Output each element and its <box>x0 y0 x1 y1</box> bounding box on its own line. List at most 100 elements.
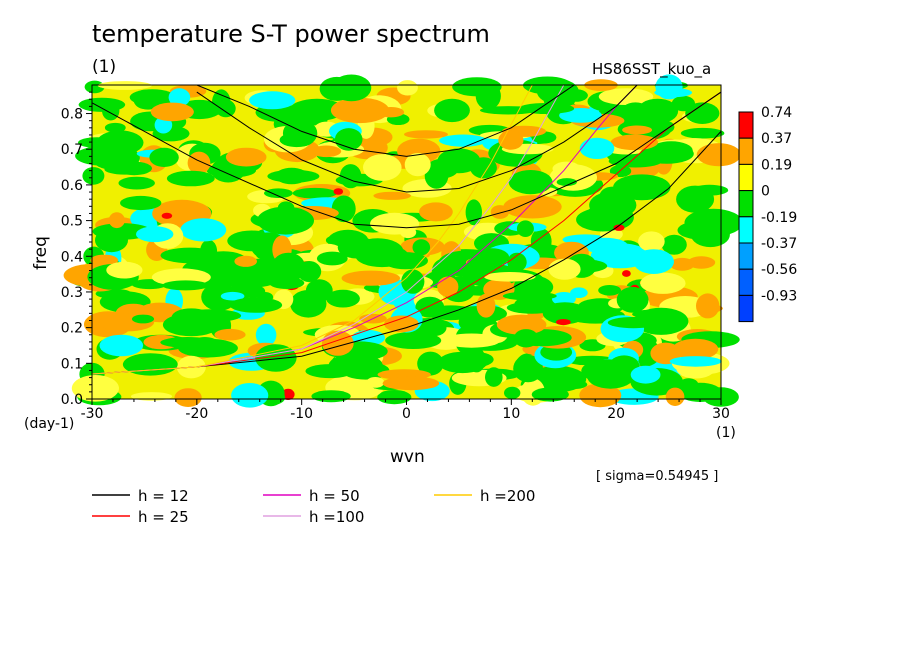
field-patch <box>640 272 686 294</box>
field-patch <box>502 291 557 301</box>
field-patch <box>269 277 305 289</box>
field-patch <box>366 377 385 388</box>
x-tick-label: -10 <box>290 406 313 422</box>
field-patch <box>507 252 527 272</box>
field-patch <box>622 125 653 135</box>
colorbar-swatch <box>738 190 754 218</box>
field-patch <box>649 141 693 160</box>
field-patch <box>133 89 158 110</box>
y-tick-label: 0.5 <box>61 214 83 230</box>
field-patch <box>331 74 372 102</box>
field-texture <box>63 74 743 408</box>
field-patch <box>161 212 173 219</box>
field-patch <box>475 82 501 110</box>
field-patch <box>424 163 449 189</box>
field-patch <box>696 293 720 319</box>
field-patch <box>150 102 194 122</box>
x-tick-label: 0 <box>402 406 411 422</box>
field-patch <box>661 234 687 255</box>
legend-label: h =100 <box>309 508 364 526</box>
y-tick-label: 0.1 <box>61 356 83 372</box>
field-patch <box>531 387 569 402</box>
field-patch <box>638 231 665 252</box>
dispersion-curves <box>92 85 721 375</box>
field-patch <box>669 257 695 271</box>
field-patch <box>476 293 496 318</box>
field-patch <box>333 188 344 195</box>
field-patch <box>267 169 320 183</box>
field-patch <box>82 167 105 185</box>
x-tick-label: 20 <box>607 406 625 422</box>
field-patch <box>607 317 660 329</box>
field-patch <box>503 195 562 219</box>
field-patch <box>685 102 720 124</box>
field-patch <box>331 195 356 223</box>
field-patch <box>513 329 539 348</box>
field-patch <box>90 254 119 267</box>
field-patch <box>602 202 627 212</box>
field-patch <box>255 344 297 372</box>
field-patch <box>677 220 732 240</box>
field-patch <box>672 338 719 360</box>
colorbar-label: -0.93 <box>761 288 797 304</box>
colorbar-swatch <box>738 111 754 139</box>
field-patch <box>104 122 126 133</box>
field-patch <box>118 176 155 190</box>
field-patch <box>633 307 689 335</box>
field-patch <box>498 130 524 150</box>
legend-label: h = 50 <box>309 487 360 505</box>
field-patch <box>239 284 266 298</box>
field-patch <box>337 236 376 259</box>
field-patch <box>633 249 674 274</box>
field-patch <box>570 287 588 299</box>
dataset-label: HS86SST_kuo_a <box>592 60 712 78</box>
field-patch <box>160 337 215 348</box>
field-patch <box>168 88 191 107</box>
field-patch <box>328 353 383 377</box>
field-patch <box>598 285 621 296</box>
colorbar-swatch <box>738 294 754 323</box>
gravity-wave-curve-1 <box>92 91 721 229</box>
field-patch <box>506 301 558 314</box>
y-tick-label: 0.6 <box>61 178 83 194</box>
sigma-note: [ sigma=0.54945 ] <box>596 469 719 484</box>
field-patch <box>162 280 209 291</box>
field-patch <box>279 132 314 148</box>
field-patch <box>229 297 283 313</box>
field-patch <box>439 134 488 147</box>
field-patch <box>382 376 440 391</box>
dispersion-curve-2 <box>92 91 721 375</box>
x-tick-label: 10 <box>502 406 520 422</box>
field-patch <box>162 313 220 337</box>
field-patch <box>630 365 661 384</box>
field-patch <box>326 289 360 308</box>
colorbar-label: -0.19 <box>761 210 797 226</box>
field-patch <box>616 286 649 313</box>
field-patch <box>160 247 219 264</box>
y-tick-label: 0.0 <box>61 392 83 408</box>
field-patch <box>255 323 277 347</box>
field-patch <box>657 120 675 134</box>
colorbar-swatch <box>738 216 754 244</box>
field-patch <box>234 255 257 267</box>
x-tick-label: 30 <box>712 406 730 422</box>
gravity-wave-curve-3 <box>196 85 575 157</box>
field-patch <box>122 353 178 376</box>
colorbar-swatch <box>738 268 754 296</box>
colorbar-swatch <box>738 242 754 270</box>
colorbar-label: 0.74 <box>761 105 792 121</box>
field-patch <box>676 185 715 213</box>
field-patch <box>490 205 510 219</box>
field-patch <box>363 154 402 181</box>
y-tick-label: 0.2 <box>61 321 83 337</box>
field-patch <box>613 224 625 231</box>
field-patch <box>665 387 685 406</box>
field-patch <box>442 333 501 348</box>
colorbar-swatch <box>738 163 754 192</box>
field-patch <box>536 79 579 105</box>
field-patch <box>106 261 143 279</box>
dispersion-curve-4 <box>92 85 565 375</box>
field-patch <box>384 315 419 333</box>
field-patch <box>513 354 543 383</box>
legend-label: h =200 <box>480 487 535 505</box>
